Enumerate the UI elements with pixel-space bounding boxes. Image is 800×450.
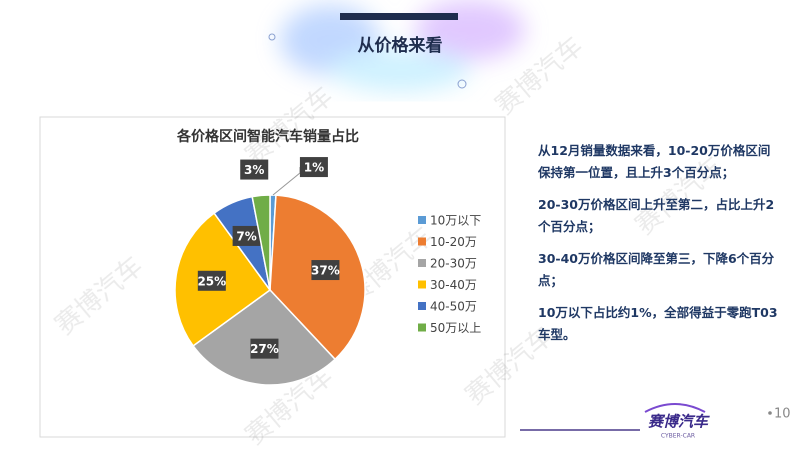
logo-sub: CYBER-CAR (661, 433, 695, 440)
pie-slice (251, 194, 271, 291)
data-label: 25% (197, 274, 226, 288)
data-label: 1% (304, 161, 324, 175)
note: 从12月销量数据来看，10-20万价格区间保持第一位置，且上升3个百分点； (538, 143, 771, 180)
bubble (457, 79, 467, 89)
legend-label: 40-50万 (430, 300, 477, 314)
legend-swatch (418, 216, 426, 224)
notes: 从12月销量数据来看，10-20万价格区间保持第一位置，且上升3个百分点； 20-… (538, 140, 778, 356)
page-number: 10 (774, 407, 791, 422)
label-box (311, 260, 340, 281)
legend-label: 30-40万 (430, 278, 477, 292)
page-bullet (768, 411, 772, 415)
header-bar (340, 13, 458, 20)
label-box (197, 270, 226, 291)
legend-label: 50万以上 (430, 321, 481, 335)
bubble (268, 33, 276, 41)
legend-swatch (418, 323, 426, 332)
label-box (250, 338, 279, 359)
legend-swatch (418, 259, 426, 267)
legend-swatch (418, 302, 426, 310)
chart-title: 各价格区间智能汽车销量占比 (176, 128, 359, 145)
data-label: 37% (311, 264, 340, 278)
label-box (299, 157, 328, 178)
legend-swatch (418, 237, 426, 246)
data-label: 7% (236, 229, 256, 243)
logo-arc (644, 403, 706, 413)
data-label: 27% (250, 342, 279, 356)
legend-swatch (418, 280, 426, 289)
label-box (232, 225, 261, 246)
legend-label: 10万以下 (430, 214, 481, 228)
legend-label: 20-30万 (430, 257, 477, 271)
logo-name: 赛博汽车 (648, 413, 710, 431)
note: 30-40万价格区间降至第三，下降6个百分点； (538, 251, 775, 288)
note: 20-30万价格区间上升至第二，占比上升2个百分点； (538, 197, 775, 234)
legend-label: 10-20万 (430, 235, 477, 249)
data-label: 3% (244, 163, 264, 177)
slide-title: 从价格来看 (358, 35, 443, 56)
pie-slice (192, 289, 337, 386)
note: 10万以下占比约1%，全部得益于零跑T03车型。 (538, 305, 778, 342)
label-box (240, 159, 269, 180)
